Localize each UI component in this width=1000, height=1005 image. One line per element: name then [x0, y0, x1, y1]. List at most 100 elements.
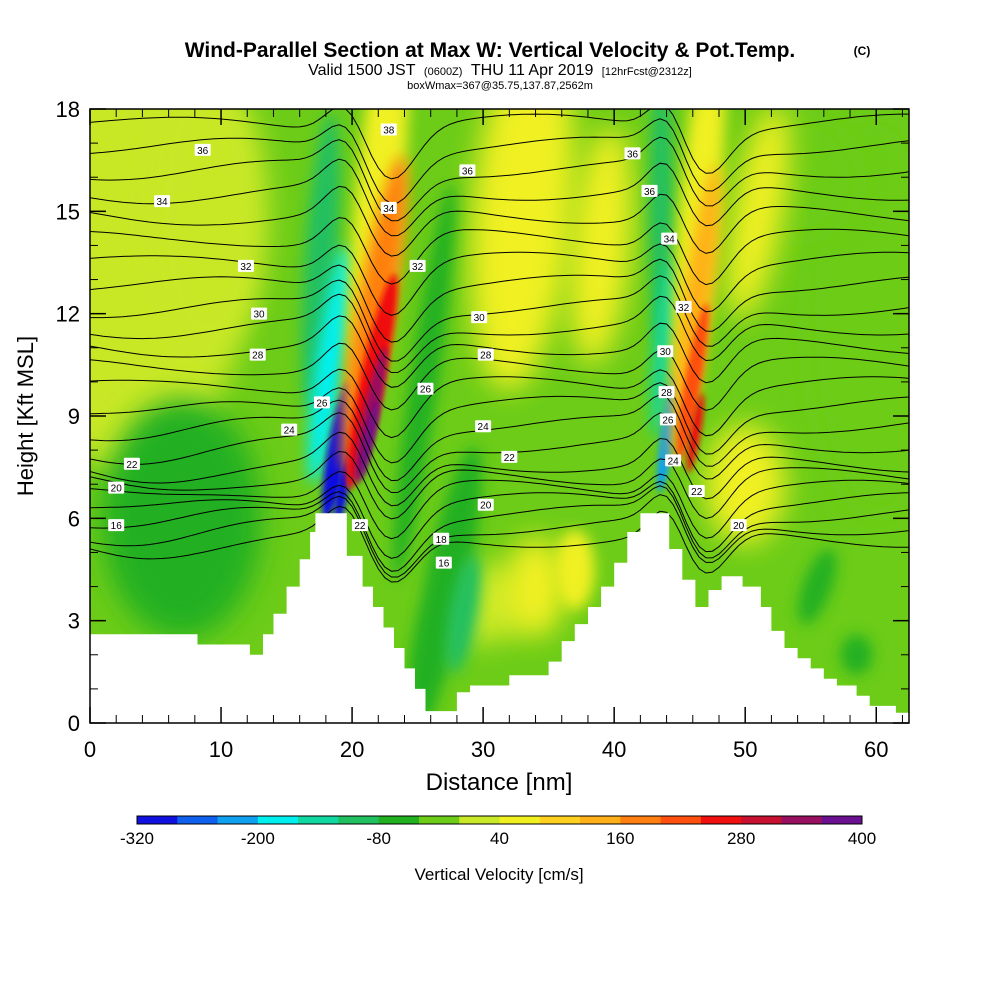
colorbar-tick-label: -320: [120, 829, 154, 848]
theta-contour: [90, 243, 909, 316]
theta-label-box: [380, 201, 397, 214]
theta-label-text: 36: [627, 149, 639, 160]
x-tick-label: 20: [340, 737, 364, 762]
theta-label-text: 28: [252, 351, 264, 362]
theta-label-box: [477, 498, 494, 511]
x-tick-label: 0: [84, 737, 96, 762]
w-region: [470, 109, 575, 391]
theta-label: 24: [665, 454, 682, 467]
theta-label-box: [380, 123, 397, 136]
colorbar: -320 -200 -80 40 160 280 400: [120, 815, 876, 848]
colorbar-tick-label: 40: [490, 829, 509, 848]
colorbar-tick-label: 160: [606, 829, 634, 848]
theta-label-text: 16: [111, 521, 123, 532]
theta-label-text: 30: [253, 310, 265, 321]
theta-label-text: 38: [383, 125, 395, 136]
theta-label-text: 16: [438, 559, 450, 570]
w-region: [353, 347, 387, 485]
x-axis-label: Distance [nm]: [426, 769, 573, 796]
x-tick-label: 10: [209, 737, 233, 762]
theta-contour: [90, 185, 909, 257]
theta-contour: [90, 109, 909, 180]
colorbar-swatch: [741, 816, 782, 824]
x-tick-label: 50: [733, 737, 757, 762]
colorbar-tick-label: -80: [366, 829, 391, 848]
theta-label-box: [417, 382, 434, 395]
theta-label-box: [658, 386, 675, 399]
colorbar-swatch: [257, 816, 299, 824]
theta-label-box: [501, 450, 518, 463]
theta-label: 30: [657, 345, 674, 358]
theta-label: 28: [658, 386, 675, 399]
velocity-shading: [90, 109, 909, 723]
theta-label: 18: [433, 532, 450, 546]
colorbar-swatch: [217, 816, 259, 824]
theta-label-box: [641, 184, 658, 197]
theta-label-box: [351, 519, 368, 532]
theta-contour: [90, 368, 909, 439]
colorbar-swatch: [821, 816, 863, 824]
x-axis: 0 10 20 30 40 50 60: [84, 109, 903, 762]
colorbar-tick-label: 400: [848, 829, 876, 848]
theta-label-text: 26: [316, 398, 328, 409]
theta-label: 22: [123, 457, 140, 471]
colorbar-swatch: [580, 816, 621, 824]
subtitle-date: THU 11 Apr 2019: [471, 62, 594, 79]
w-region: [147, 109, 268, 352]
subtitle-valid: Valid 1500 JST: [308, 62, 416, 79]
theta-label-text: 32: [240, 262, 252, 273]
theta-contour: [90, 431, 909, 507]
theta-contour: [90, 412, 909, 494]
w-region: [405, 446, 482, 723]
theta-label: 34: [661, 232, 678, 246]
theta-contours: [90, 109, 909, 583]
theta-label: 22: [351, 519, 368, 532]
theta-contour: [90, 217, 909, 286]
theta-label-box: [194, 143, 211, 156]
theta-label-text: 36: [644, 187, 656, 198]
theta-label-box: [249, 348, 266, 361]
theta-label: 20: [730, 519, 747, 532]
theta-label: 30: [471, 311, 488, 324]
w-region: [798, 548, 837, 625]
w-region: [301, 112, 340, 413]
theta-label: 24: [281, 423, 298, 437]
colorbar-swatch: [499, 816, 541, 824]
theta-contour: [90, 485, 909, 572]
theta-label-text: 28: [661, 388, 673, 399]
w-region: [393, 183, 456, 580]
w-region: [359, 400, 379, 480]
chart-subtitle: Valid 1500 JST (0600Z) THU 11 Apr 2019 […: [308, 62, 692, 79]
theta-label-text: 30: [474, 313, 486, 324]
x-tick-label: 40: [602, 737, 626, 762]
theta-label-box: [123, 457, 140, 470]
theta-label-text: 36: [197, 146, 209, 157]
theta-label-text: 26: [662, 415, 674, 426]
colorbar-swatch: [378, 816, 420, 824]
theta-label-box: [281, 423, 298, 436]
w-region: [686, 393, 704, 473]
theta-label-text: 18: [436, 535, 448, 546]
copyright-mark: (C): [854, 44, 871, 58]
theta-label-box: [459, 164, 476, 177]
theta-label-box: [675, 300, 692, 313]
theta-label: 26: [659, 413, 676, 426]
theta-label-text: 22: [504, 453, 516, 464]
theta-label: 36: [459, 164, 476, 177]
w-region: [101, 398, 262, 639]
theta-label-box: [433, 532, 450, 545]
theta-contour: [90, 394, 909, 482]
colorbar-frame: [136, 815, 863, 825]
w-region: [727, 109, 790, 320]
colorbar-swatch: [177, 816, 219, 824]
theta-label: 20: [108, 481, 125, 495]
w-region: [840, 634, 873, 675]
theta-label-text: 20: [480, 501, 492, 512]
y-tick-label: 3: [68, 609, 80, 634]
theta-label-text: 22: [691, 487, 703, 498]
theta-label-box: [313, 396, 330, 409]
theta-label: 32: [409, 259, 426, 273]
theta-contour: [90, 118, 909, 205]
